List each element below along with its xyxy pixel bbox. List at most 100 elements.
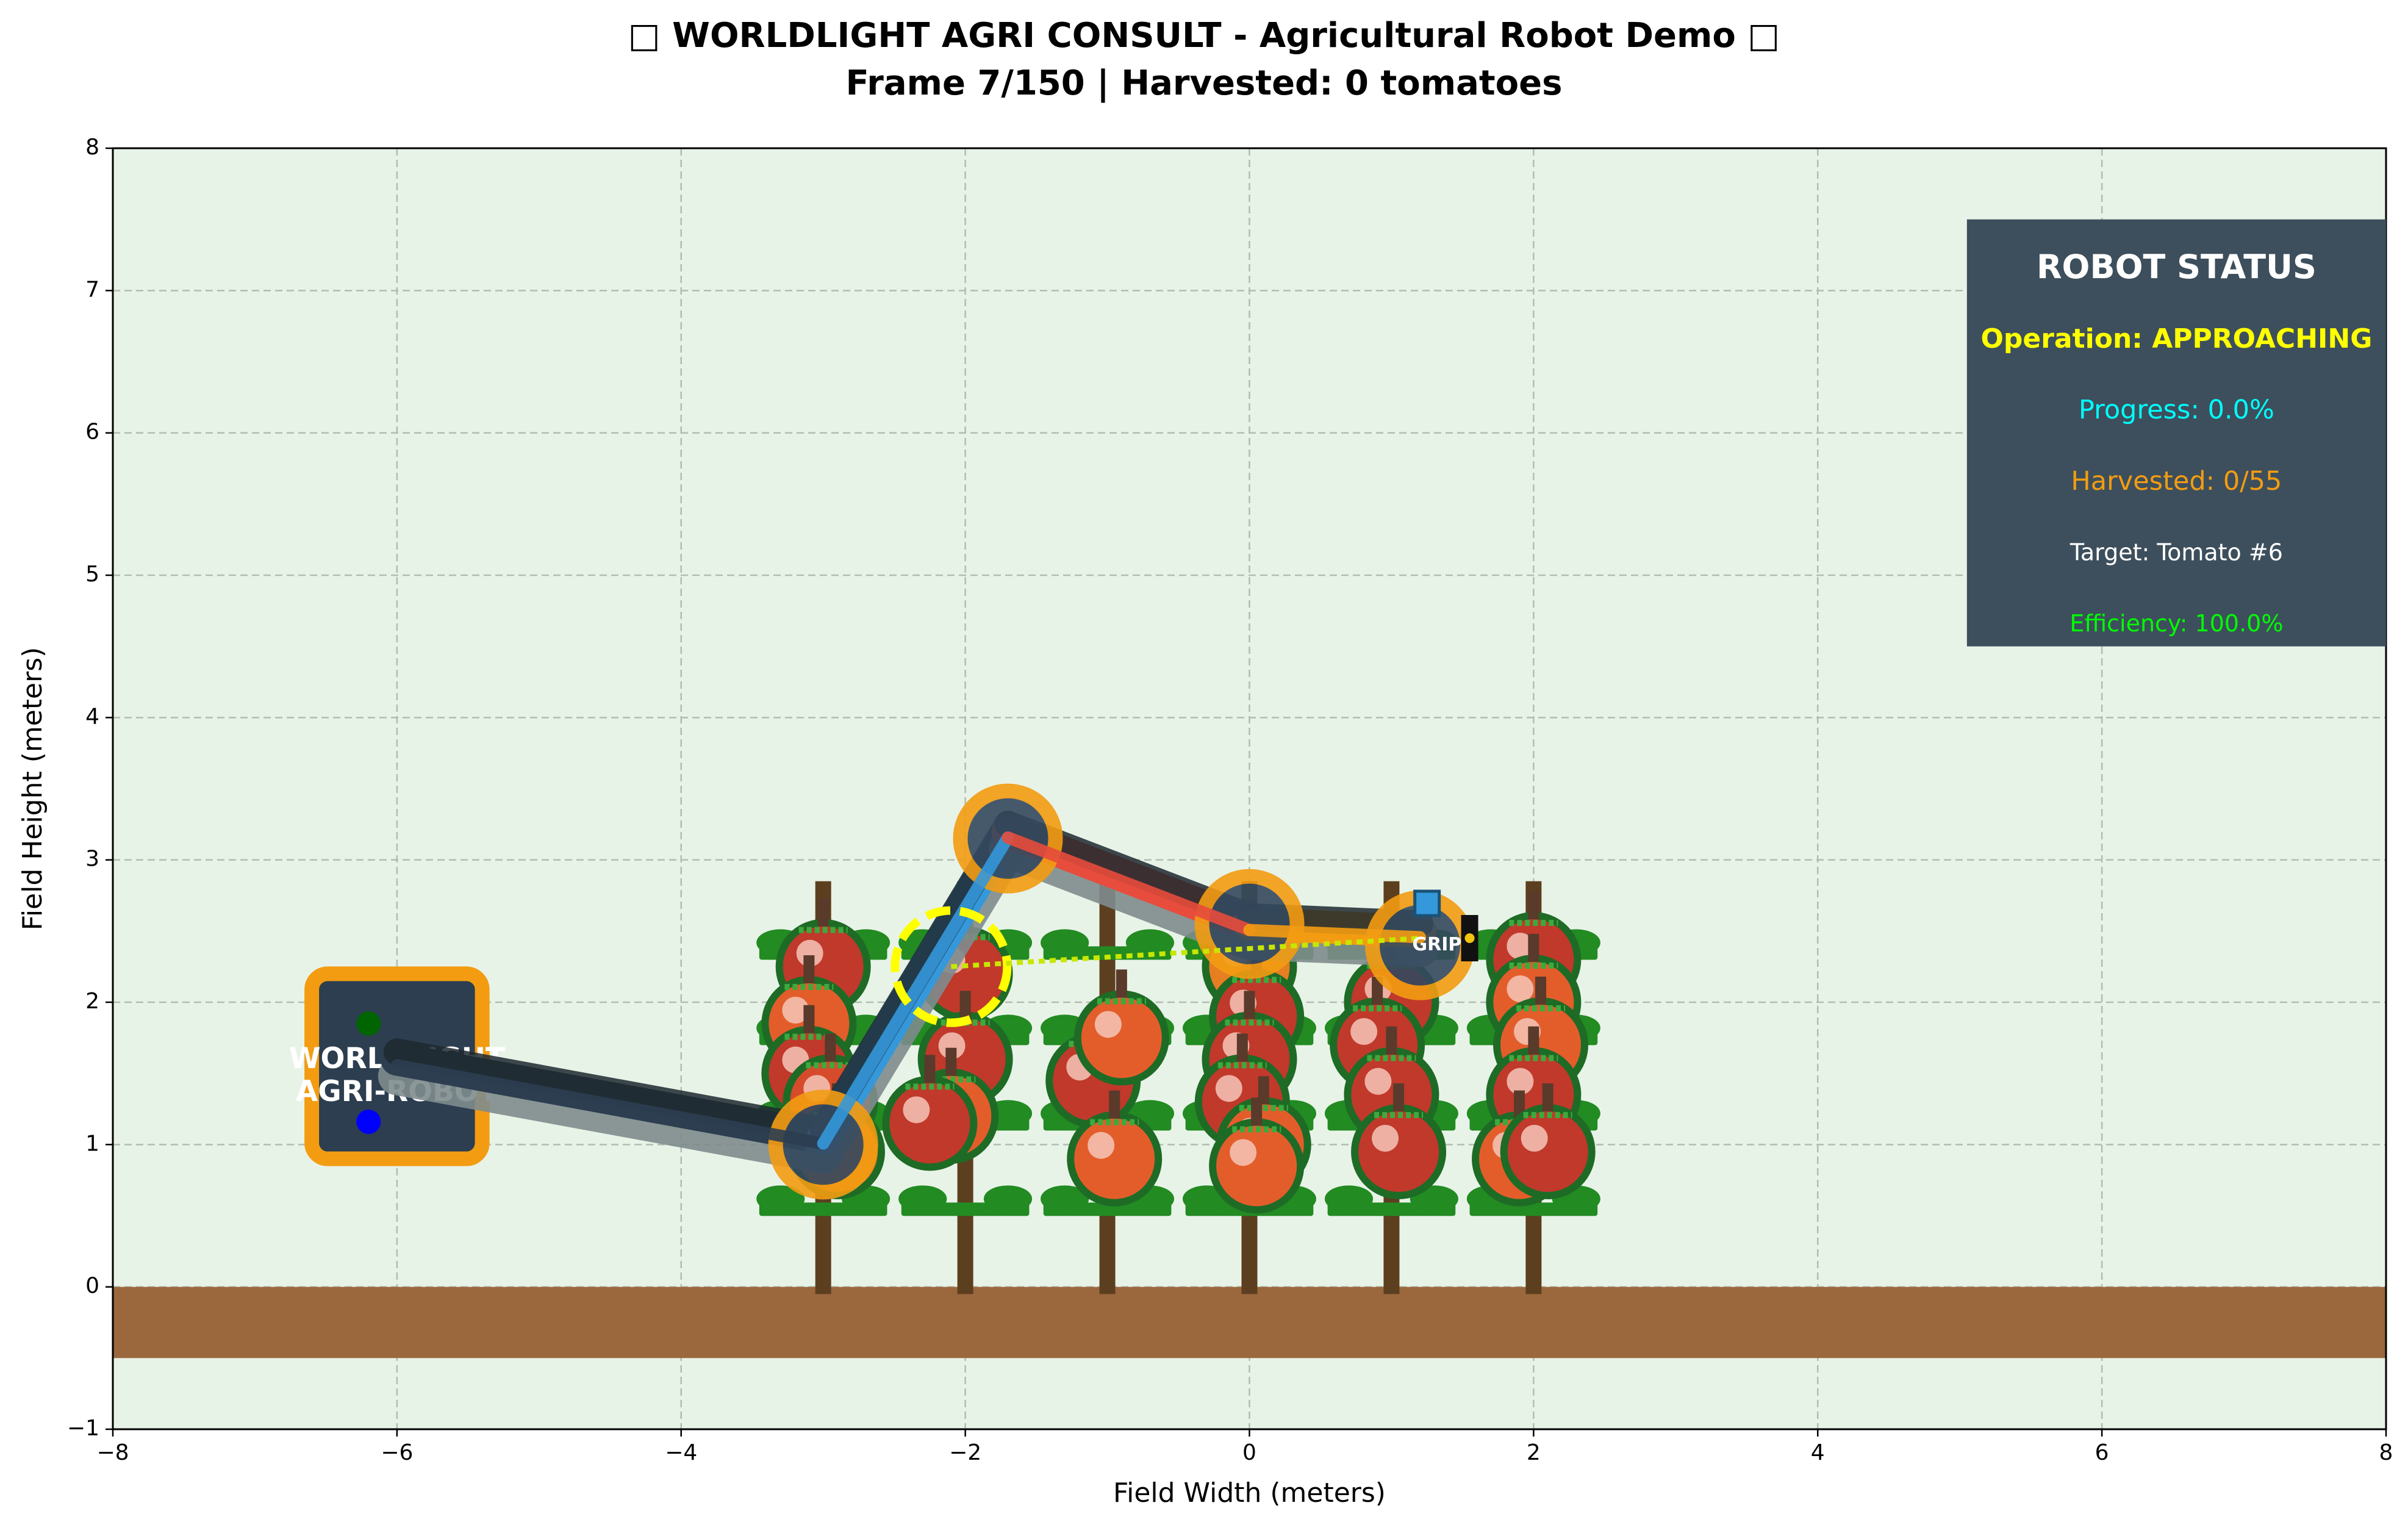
y-axis-label: Field Height (meters) [17,647,48,931]
arm-segment-core [1243,924,1427,944]
tomato-stem [817,898,829,927]
tomato-stem [1109,1090,1120,1119]
x-tick-label: 8 [2379,1440,2393,1465]
tomato-stem [1236,1033,1248,1062]
tomato-stem [825,1033,836,1062]
tomato-stem [924,1055,936,1083]
plant-leaf [1041,929,1089,956]
x-tick-label: 2 [1527,1440,1541,1465]
y-tick-label: 5 [85,562,99,587]
x-tick-label: 0 [1242,1440,1256,1465]
y-tick-label: 3 [85,847,99,872]
y-tick-label: 7 [85,277,99,302]
arm-segment-core [390,1059,830,1150]
y-tick-label: 0 [85,1274,99,1299]
plant-leaf [756,1185,805,1213]
tomato-highlight [1230,1139,1257,1166]
tomato-stem [1535,977,1547,1005]
plant-leaf [1125,929,1175,956]
gripper-label: GRIP [1413,934,1462,955]
tomato-highlight [1507,975,1534,1002]
y-tick-label: 2 [85,989,99,1014]
status-title: ROBOT STATUS [2037,248,2317,286]
tomato-highlight [1521,1125,1548,1152]
axis-ticks: −8 −6 −4 −2 0 2 4 6 8 −1 0 1 2 3 4 5 6 7 8 [67,135,2393,1465]
tomato-highlight [1215,1075,1242,1102]
arm-segment-core [1002,831,1256,936]
tomato-highlight [1507,933,1534,960]
plant-leaf [983,1185,1033,1213]
tomato-highlight [782,997,809,1024]
tomato [1209,1118,1305,1214]
y-tick-label: 8 [85,135,99,160]
tomato-highlight [938,1032,966,1060]
tomato-stem [1393,1083,1405,1111]
tomato-highlight [1364,1068,1392,1095]
gripper-led [1464,933,1475,943]
x-tick-label: −2 [949,1440,981,1465]
arm-segment-shadow [378,1057,842,1174]
tomato-stem [1251,1097,1263,1126]
tomato [1500,1104,1596,1199]
tomato-highlight [796,939,823,967]
target-path-line [951,936,1421,969]
y-tick-label: −1 [67,1416,99,1441]
tomato-stem [1372,977,1383,1005]
tomato-stem [1244,991,1255,1019]
figure-title: □ WORLDLIGHT AGRI CONSULT - Agricultural… [0,12,2408,107]
y-tick-label: 4 [85,704,99,729]
tomato-stem [1514,1090,1525,1119]
x-tick-label: −8 [96,1440,129,1465]
plant-leaf [1041,1185,1089,1213]
tomato-stem [1386,1026,1397,1055]
y-tick-label: 6 [85,420,99,445]
tomato [882,1075,978,1171]
tomato-stem [945,1047,957,1076]
tomato-stem [1528,1026,1539,1055]
tomato-stem [1528,891,1539,919]
tomato-highlight [1088,1132,1115,1159]
y-tick-label: 1 [85,1131,99,1156]
x-tick-label: 6 [2095,1440,2109,1465]
robot-status-panel: ROBOT STATUS Operation: APPROACHING Progre… [1966,219,2386,647]
x-tick-label: 4 [1811,1440,1825,1465]
tomato-plants [756,881,1600,1294]
arm-segment-core [817,831,1014,1150]
status-panel-background [1966,219,2386,647]
tomato [1073,990,1169,1086]
title-line-2: Frame 7/150 | Harvested: 0 tomatoes [845,63,1563,103]
ground-strip [113,1286,2386,1358]
tomato-highlight [1372,1125,1399,1152]
x-tick-label: −6 [381,1440,413,1465]
tomato-highlight [1350,1018,1378,1045]
tomato-stem [1542,1083,1553,1111]
tomato-stem [959,991,971,1019]
arm-segment-overlay [383,1038,837,1144]
status-led [356,1011,381,1036]
status-harvested: Harvested: 0/55 [2071,466,2282,497]
status-operation: Operation: APPROACHING [1980,323,2372,354]
status-target: Target: Tomato #6 [2069,539,2283,566]
tomato-stem [1258,1076,1269,1105]
status-efficiency: Efficiency: 100.0% [2069,610,2283,637]
tomato-stem [1528,934,1539,962]
tomato [1351,1104,1447,1199]
x-axis-label: Field Width (meters) [1113,1477,1386,1509]
tomato-highlight [903,1096,930,1124]
tomato-stem [1116,969,1127,998]
gripper-camera [1413,889,1441,917]
status-progress: Progress: 0.0% [2079,395,2274,425]
target-highlight-ring [890,906,1012,1027]
tomato-highlight [1094,1011,1122,1038]
x-tick-label: −4 [665,1440,697,1465]
tomato-stem [803,1005,815,1033]
status-led [356,1110,381,1134]
title-line-1: □ WORLDLIGHT AGRI CONSULT - Agricultural… [628,16,1780,56]
tomato [1067,1111,1163,1207]
tomato-stem [803,955,815,983]
plant-leaf [1324,1185,1374,1213]
plant-leaf [898,1185,947,1213]
tomato-highlight [1507,1068,1534,1095]
